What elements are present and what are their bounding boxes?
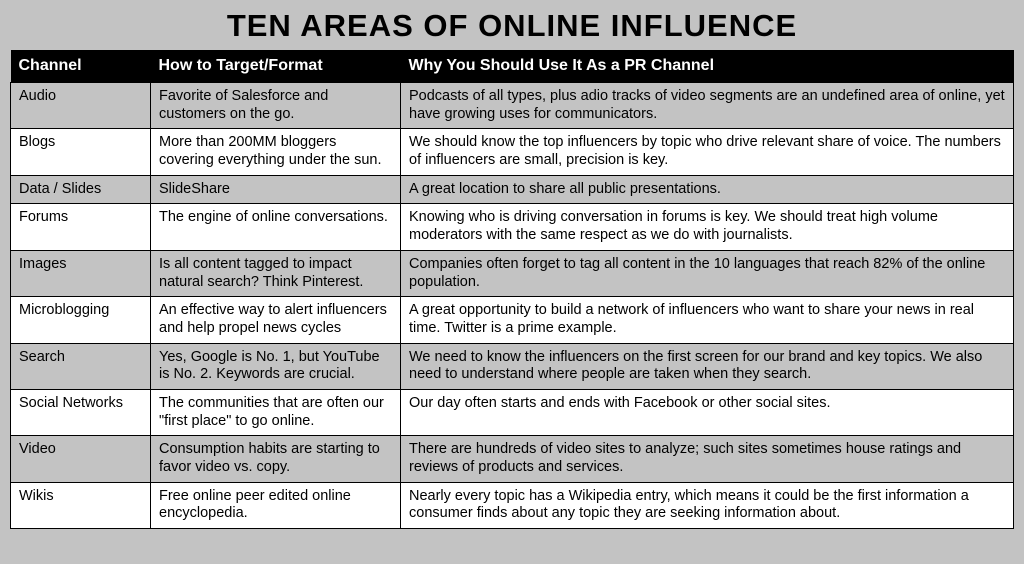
table-row: AudioFavorite of Salesforce and customer… — [11, 83, 1014, 129]
cell-target: Consumption habits are starting to favor… — [151, 436, 401, 482]
cell-channel: Video — [11, 436, 151, 482]
table-header-row: Channel How to Target/Format Why You Sho… — [11, 50, 1014, 83]
table-row: BlogsMore than 200MM bloggers covering e… — [11, 129, 1014, 175]
page-title: TEN AREAS OF ONLINE INFLUENCE — [10, 8, 1014, 44]
col-target: How to Target/Format — [151, 50, 401, 83]
cell-why: Our day often starts and ends with Faceb… — [401, 389, 1014, 435]
table-row: Data / SlidesSlideShareA great location … — [11, 175, 1014, 204]
cell-target: An effective way to alert influencers an… — [151, 297, 401, 343]
cell-channel: Data / Slides — [11, 175, 151, 204]
cell-channel: Microblogging — [11, 297, 151, 343]
table-row: ForumsThe engine of online conversations… — [11, 204, 1014, 250]
cell-target: Yes, Google is No. 1, but YouTube is No.… — [151, 343, 401, 389]
cell-why: A great location to share all public pre… — [401, 175, 1014, 204]
table-row: SearchYes, Google is No. 1, but YouTube … — [11, 343, 1014, 389]
cell-target: The communities that are often our "firs… — [151, 389, 401, 435]
cell-why: Podcasts of all types, plus adio tracks … — [401, 83, 1014, 129]
cell-target: Free online peer edited online encyclope… — [151, 482, 401, 528]
cell-why: We need to know the influencers on the f… — [401, 343, 1014, 389]
table-row: VideoConsumption habits are starting to … — [11, 436, 1014, 482]
cell-why: Companies often forget to tag all conten… — [401, 250, 1014, 296]
table-row: MicrobloggingAn effective way to alert i… — [11, 297, 1014, 343]
influence-table: Channel How to Target/Format Why You Sho… — [10, 50, 1014, 529]
cell-channel: Wikis — [11, 482, 151, 528]
table-row: Social NetworksThe communities that are … — [11, 389, 1014, 435]
table-row: WikisFree online peer edited online ency… — [11, 482, 1014, 528]
cell-target: Is all content tagged to impact natural … — [151, 250, 401, 296]
cell-why: Knowing who is driving conversation in f… — [401, 204, 1014, 250]
cell-why: There are hundreds of video sites to ana… — [401, 436, 1014, 482]
cell-target: SlideShare — [151, 175, 401, 204]
cell-target: The engine of online conversations. — [151, 204, 401, 250]
col-why: Why You Should Use It As a PR Channel — [401, 50, 1014, 83]
cell-why: We should know the top influencers by to… — [401, 129, 1014, 175]
cell-channel: Audio — [11, 83, 151, 129]
cell-channel: Blogs — [11, 129, 151, 175]
cell-channel: Images — [11, 250, 151, 296]
cell-why: A great opportunity to build a network o… — [401, 297, 1014, 343]
table-row: ImagesIs all content tagged to impact na… — [11, 250, 1014, 296]
cell-channel: Search — [11, 343, 151, 389]
cell-channel: Forums — [11, 204, 151, 250]
col-channel: Channel — [11, 50, 151, 83]
cell-why: Nearly every topic has a Wikipedia entry… — [401, 482, 1014, 528]
cell-target: More than 200MM bloggers covering everyt… — [151, 129, 401, 175]
cell-channel: Social Networks — [11, 389, 151, 435]
cell-target: Favorite of Salesforce and customers on … — [151, 83, 401, 129]
